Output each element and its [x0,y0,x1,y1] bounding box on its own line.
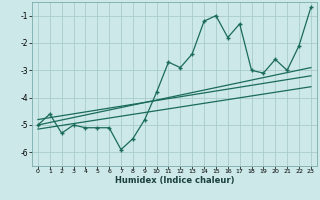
X-axis label: Humidex (Indice chaleur): Humidex (Indice chaleur) [115,176,234,185]
